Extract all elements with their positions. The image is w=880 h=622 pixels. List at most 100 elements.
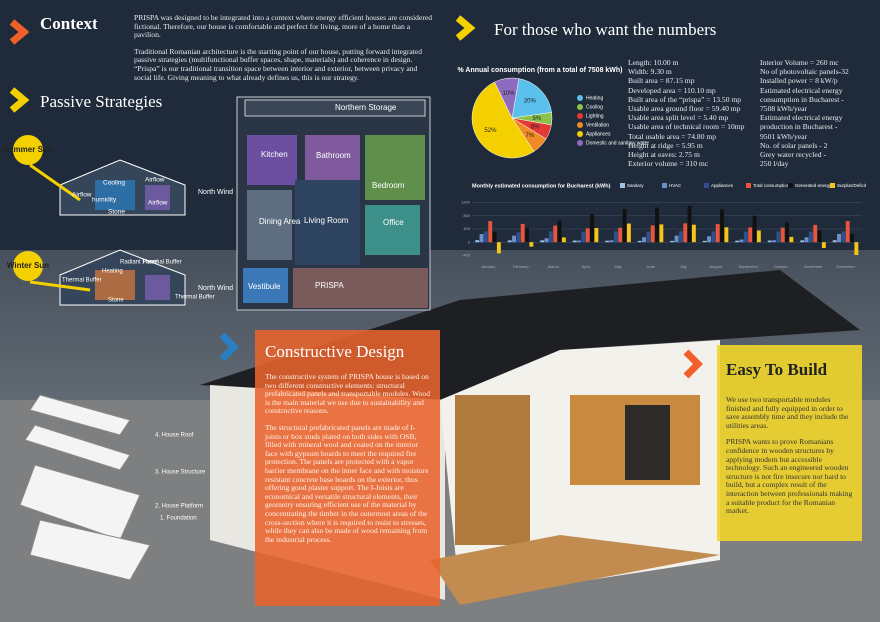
stat-line: production in Bucharest - (760, 122, 838, 132)
sun-label: Winter Sun (7, 261, 49, 270)
legend-label: HVAC (669, 183, 682, 188)
stat-line: Developed area = 110.10 mp (628, 85, 716, 95)
room (243, 268, 288, 303)
legend-swatch (577, 104, 583, 110)
sun (13, 251, 43, 281)
pie-label: 52% (484, 128, 497, 134)
pie-label: 20% (524, 98, 537, 104)
label: Dining Area (259, 217, 301, 226)
bar (479, 233, 484, 243)
bar (780, 227, 785, 243)
label: Radiant Panel (120, 260, 158, 266)
bar (492, 232, 497, 243)
bar (613, 231, 618, 243)
bar (553, 225, 558, 243)
bar (756, 230, 761, 243)
bar (496, 242, 501, 254)
chevron (9, 19, 30, 45)
legend-swatch (788, 183, 793, 188)
label: Heating (102, 269, 123, 275)
x-tick-label: April (582, 264, 590, 269)
stat-line: 7508 kWh/year (760, 104, 808, 114)
stat-line: Grey water recycled - (760, 150, 826, 160)
label: Airflow (145, 177, 165, 184)
bar (845, 221, 850, 243)
bar (655, 207, 659, 243)
chevron (219, 332, 239, 362)
bar (622, 209, 627, 243)
bar (585, 228, 590, 243)
y-tick-label: 1200 (461, 200, 471, 205)
wind-label: North Wind (198, 189, 233, 196)
room (247, 135, 297, 185)
easy-box (717, 345, 862, 541)
y-tick-label: -400 (462, 252, 471, 257)
porch-door (455, 395, 530, 545)
bar (767, 240, 772, 243)
x-tick-label: July (680, 264, 687, 269)
x-tick-label: September (738, 264, 758, 269)
stat-line: Built area = 87.15 mp (628, 76, 695, 86)
pie-label: 5% (532, 116, 541, 122)
bar (516, 232, 521, 243)
stat-line: Estimated electrical energy (760, 113, 843, 123)
bar (776, 231, 781, 243)
bar (637, 240, 642, 243)
legend-swatch (830, 183, 835, 188)
legend-swatch (577, 131, 583, 137)
stat-line: Usable area ground floor = 59.40 mp (628, 104, 741, 114)
legend-label: Generated energy (795, 183, 832, 188)
zone (145, 185, 170, 210)
label: PRISPA (315, 281, 344, 290)
bar (720, 209, 724, 243)
bar (817, 230, 822, 243)
bar (525, 228, 529, 243)
bar (626, 223, 631, 243)
bar (618, 227, 623, 243)
pie-slice (471, 81, 535, 159)
heading: For those who want the numbers (494, 20, 717, 39)
heading: Easy To Build (726, 360, 828, 379)
bar (832, 240, 837, 243)
bar (715, 224, 720, 243)
constructive-box (255, 330, 440, 606)
pie-label: 6% (531, 124, 540, 130)
legend-label: Appliances (711, 183, 734, 188)
zone (95, 270, 135, 300)
bar (659, 224, 664, 243)
bar (748, 227, 753, 243)
label: Thermal Buffer (62, 278, 102, 284)
bar (674, 235, 679, 243)
chart-title: Monthly estimated consumption for Buchar… (472, 183, 611, 189)
bar (752, 215, 757, 243)
chart-title: % Annual consumption (from a total of 75… (457, 67, 622, 74)
bar (785, 222, 789, 243)
label: Kitchen (261, 150, 288, 159)
bar (581, 231, 586, 243)
label: Stone (108, 298, 124, 304)
stat-line: Length: 10.00 m (628, 58, 679, 67)
deck (430, 535, 720, 605)
bar (544, 238, 549, 243)
legend-label: Surplus/Deficit (837, 183, 867, 188)
room (365, 135, 425, 200)
bar (609, 240, 614, 243)
room (244, 99, 426, 117)
label: Thermal Buffer (175, 295, 215, 301)
bar (789, 236, 794, 243)
x-tick-label: August (710, 264, 723, 269)
bar (557, 220, 562, 243)
stat-line: Usable area of technical room = 10mp (628, 122, 745, 132)
bar (590, 214, 594, 243)
pie-slice (511, 78, 552, 119)
bar (841, 231, 846, 243)
legend-swatch (577, 140, 583, 146)
part-label: 1. Foundation (160, 516, 197, 522)
legend-swatch (704, 183, 709, 188)
stats: Length: 10.00 m Width: 9.30 m Built area =… (628, 58, 758, 168)
label: humidity (92, 197, 117, 204)
bar (520, 223, 525, 243)
bar (702, 240, 707, 243)
